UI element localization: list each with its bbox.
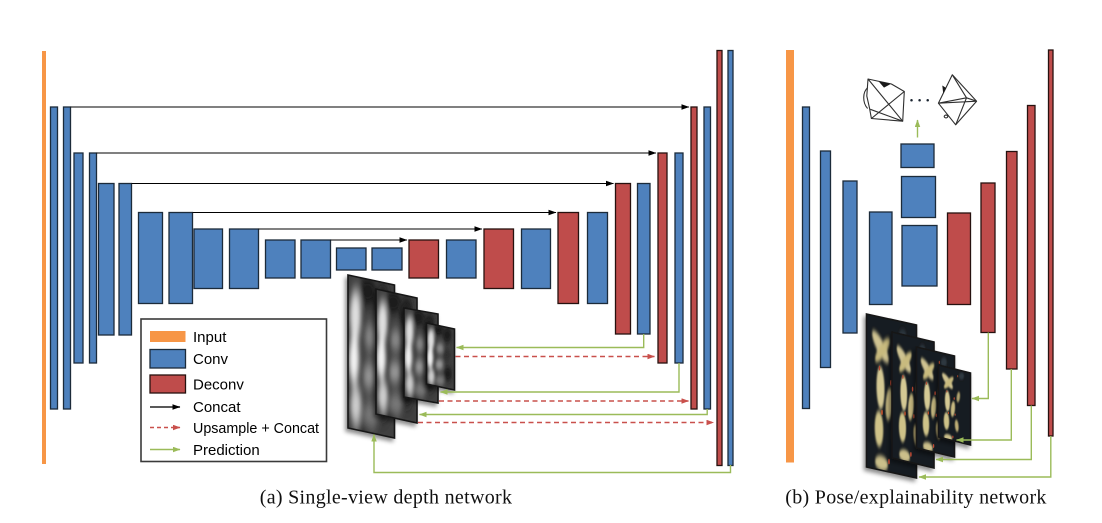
svg-text:Input: Input [193, 329, 227, 346]
svg-text:Concat: Concat [193, 399, 241, 416]
svg-text:(b) Pose/explainability networ: (b) Pose/explainability network [785, 487, 1046, 509]
svg-text:Prediction: Prediction [193, 442, 260, 459]
svg-text:(a) Single-view depth network: (a) Single-view depth network [260, 487, 513, 509]
svg-text:Upsample + Concat: Upsample + Concat [193, 420, 320, 437]
svg-text:Conv: Conv [193, 351, 229, 368]
svg-text:Deconv: Deconv [193, 377, 244, 394]
